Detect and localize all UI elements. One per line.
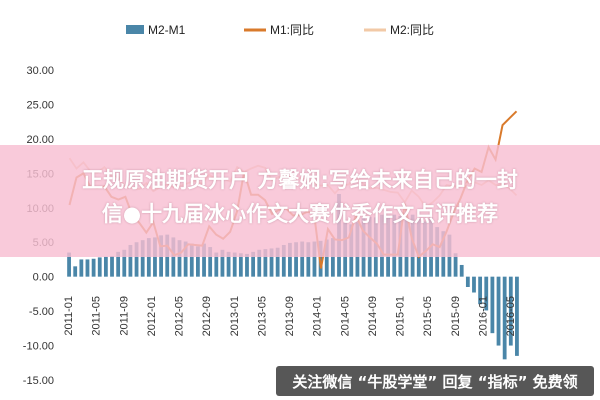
- bar: [251, 251, 256, 277]
- y-tick-label: 30.00: [26, 65, 54, 77]
- x-tick-label: 2013-05: [256, 296, 268, 336]
- bar: [202, 243, 206, 277]
- bar: [324, 239, 329, 277]
- legend-label-2: M2:同比: [390, 23, 434, 37]
- bar: [232, 252, 237, 277]
- bar: [134, 242, 139, 277]
- x-tick-label: 2015-09: [450, 296, 462, 336]
- bar: [300, 241, 305, 277]
- x-tick-label: 2012-01: [146, 296, 158, 336]
- bar: [245, 253, 249, 277]
- bar: [122, 249, 127, 277]
- bar: [263, 249, 268, 277]
- bar: [103, 256, 108, 277]
- bar: [490, 276, 495, 334]
- bar: [496, 276, 501, 346]
- bar: [97, 257, 102, 277]
- x-tick-label: 2016-01: [477, 296, 489, 336]
- bar: [478, 276, 483, 305]
- bar: [508, 276, 513, 346]
- bar: [312, 241, 317, 277]
- bar: [110, 256, 114, 277]
- bar: [196, 246, 200, 277]
- x-axis: 2011-01 2011-05 2011-09 2012-01 2012-05 2012-…: [63, 296, 517, 336]
- legend-label-1: M1:同比: [270, 23, 314, 37]
- bar: [116, 251, 121, 277]
- x-tick-label: 2015-05: [422, 296, 434, 336]
- bar: [85, 259, 90, 277]
- y-tick-label: 0.00: [33, 272, 54, 284]
- bar: [79, 259, 84, 277]
- overlay-title-line1: 正规原油期货开户 方馨娴:写给未来自己的一封: [82, 168, 518, 192]
- legend-swatch-0: [126, 25, 144, 34]
- bar: [214, 252, 219, 277]
- bar: [128, 244, 133, 277]
- overlay-title-line2: 信●十九届冰心作文大赛优秀作文点评推荐: [101, 202, 499, 226]
- bar: [153, 237, 157, 277]
- y-tick-label: -5.00: [29, 306, 54, 318]
- x-tick-label: 2013-01: [229, 296, 241, 336]
- bar: [306, 242, 311, 277]
- y-tick-label: 25.00: [26, 99, 54, 111]
- bar: [208, 247, 213, 277]
- x-tick-label: 2011-09: [118, 296, 130, 336]
- bar: [238, 253, 243, 277]
- bar: [484, 276, 489, 311]
- x-tick-label: 2013-09: [284, 296, 296, 336]
- bar: [177, 240, 182, 277]
- legend-label-0: M2-M1: [148, 23, 186, 37]
- bar: [472, 276, 476, 293]
- watermark-banner: 关注微信 “牛股学堂” 回复 “指标” 免费领: [276, 366, 594, 396]
- bar: [189, 243, 194, 277]
- x-tick-label: 2012-05: [174, 296, 186, 336]
- watermark-text: 关注微信 “牛股学堂” 回复 “指标” 免费领: [292, 372, 578, 391]
- x-tick-label: 2016-05: [505, 296, 517, 336]
- bar: [226, 251, 231, 277]
- bar: [73, 266, 78, 277]
- bar: [465, 276, 470, 287]
- bar: [183, 241, 188, 277]
- bar: [257, 249, 262, 277]
- bar: [459, 264, 464, 277]
- bar: [91, 258, 96, 277]
- bar: [453, 253, 458, 277]
- x-tick-label: 2014-05: [339, 296, 351, 336]
- legend: M2-M1 M1:同比 M2:同比: [126, 23, 434, 37]
- x-tick-label: 2014-01: [312, 296, 324, 336]
- bar: [220, 249, 225, 277]
- bar: [288, 242, 292, 277]
- x-tick-label: 2015-01: [395, 296, 407, 336]
- bar: [294, 242, 298, 277]
- overlay-title: 正规原油期货开户 方馨娴:写给未来自己的一封 信●十九届冰心作文大赛优秀作文点评…: [10, 163, 590, 231]
- x-tick-label: 2012-09: [201, 296, 213, 336]
- overlay-banner: [0, 145, 600, 257]
- x-tick-label: 2014-09: [367, 296, 379, 336]
- bar: [269, 248, 274, 277]
- x-tick-label: 2011-05: [91, 296, 103, 336]
- y-tick-label: 20.00: [26, 134, 54, 146]
- bar: [281, 244, 286, 277]
- y-tick-label: -10.00: [23, 341, 54, 353]
- bar: [275, 247, 280, 277]
- x-tick-label: 2011-01: [63, 296, 75, 336]
- bar: [146, 238, 151, 277]
- bar: [67, 252, 71, 277]
- bar: [171, 237, 176, 277]
- bar: [140, 240, 145, 277]
- bar: [330, 238, 335, 277]
- y-tick-label: -15.00: [23, 375, 54, 387]
- bar: [502, 276, 507, 360]
- bar: [515, 276, 519, 356]
